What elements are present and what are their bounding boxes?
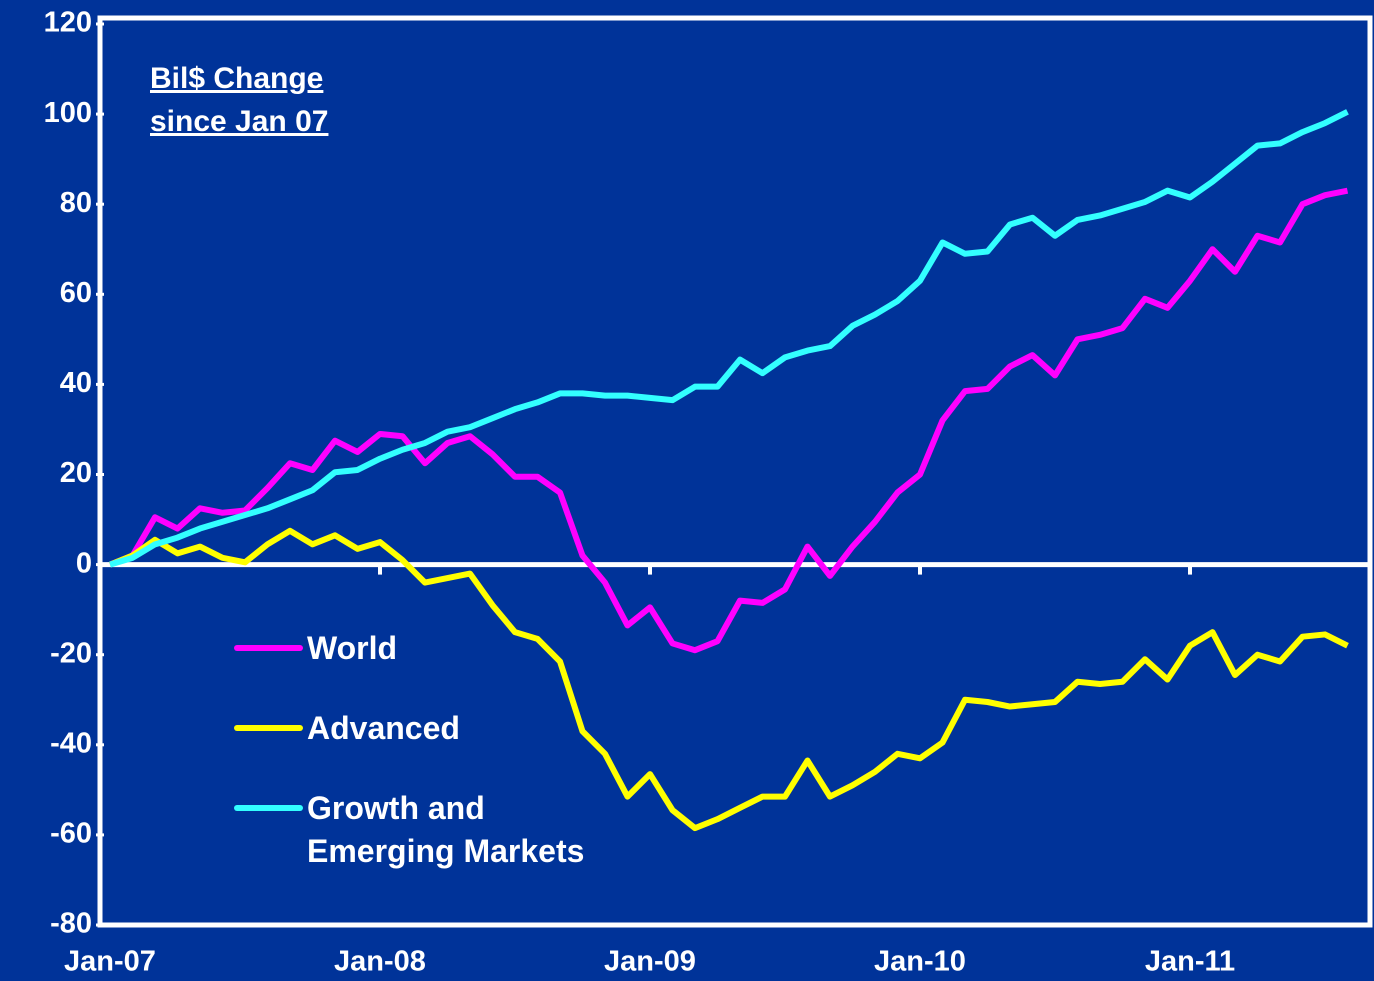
y-tick-label: 0 <box>76 547 92 579</box>
y-tick-label: 20 <box>60 457 92 489</box>
series-line <box>108 187 1349 654</box>
x-tick-label: Jan-10 <box>874 946 966 978</box>
series-line <box>109 109 1349 568</box>
y-tick-label: -20 <box>50 637 92 669</box>
y-tick-label: -60 <box>50 818 92 850</box>
x-tick-label: Jan-11 <box>1145 946 1235 978</box>
y-tick-label: 100 <box>44 97 92 129</box>
y-tick-label: 80 <box>60 187 92 219</box>
y-tick-label: 60 <box>60 277 92 309</box>
y-tick-label: -40 <box>50 727 92 759</box>
legend-label: Advanced <box>307 710 460 746</box>
x-tick-label: Jan-08 <box>334 946 426 978</box>
y-tick-label: 40 <box>60 367 92 399</box>
annotation: Bil$ Change since Jan 07 <box>150 62 329 138</box>
series-line <box>108 527 1349 832</box>
y-tick-label: -80 <box>50 908 92 940</box>
legend-label: Growth and Emerging Markets <box>307 790 585 869</box>
y-tick-label: 120 <box>44 7 92 39</box>
plot-frame <box>97 15 1373 928</box>
x-tick-label: Jan-09 <box>604 946 696 978</box>
legend-label: World <box>307 630 398 666</box>
x-tick-label: Jan-07 <box>64 946 156 978</box>
